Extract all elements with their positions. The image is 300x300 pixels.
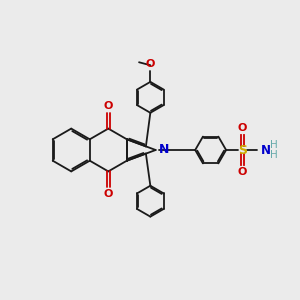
Text: H: H [270,150,278,160]
Text: N: N [261,143,271,157]
Text: O: O [103,101,113,111]
Text: H: H [270,140,278,150]
Text: O: O [103,189,113,199]
Text: O: O [146,59,155,69]
Text: N: N [159,143,170,156]
Text: S: S [238,143,247,157]
Text: O: O [238,123,247,133]
Text: O: O [238,167,247,177]
